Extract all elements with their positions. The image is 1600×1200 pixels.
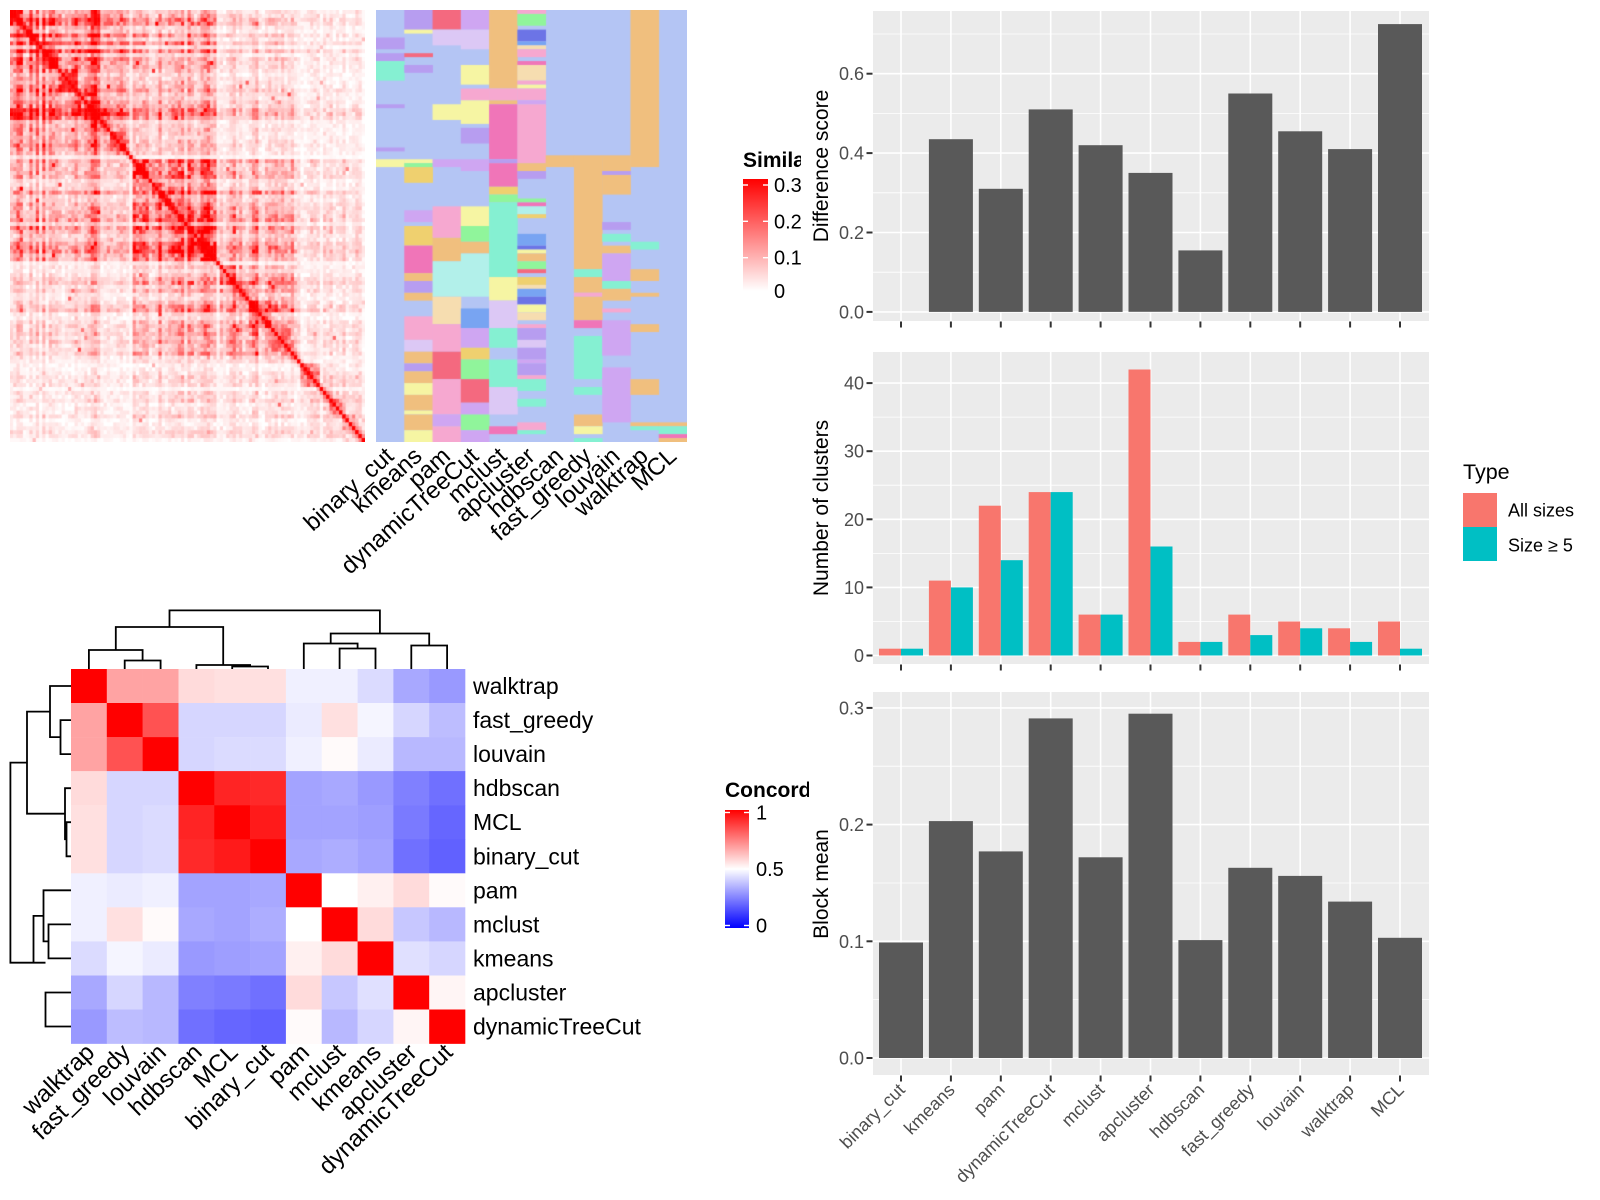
svg-text:10: 10 (844, 578, 864, 598)
svg-text:0.1: 0.1 (774, 248, 802, 270)
svg-text:pam: pam (970, 1080, 1009, 1119)
svg-text:Number of clusters: Number of clusters (810, 420, 833, 596)
svg-text:Similarity: Similarity (743, 149, 838, 172)
svg-text:40: 40 (844, 374, 864, 394)
svg-text:30: 30 (844, 442, 864, 462)
svg-text:0: 0 (854, 646, 864, 666)
svg-text:kmeans: kmeans (473, 945, 554, 971)
svg-text:apcluster: apcluster (473, 980, 567, 1006)
svg-text:hdbscan: hdbscan (473, 775, 560, 801)
svg-text:0.5: 0.5 (756, 859, 784, 881)
svg-text:mclust: mclust (473, 911, 540, 937)
svg-text:Concordance: Concordance (725, 779, 859, 802)
svg-text:0: 0 (756, 916, 767, 938)
svg-text:0.6: 0.6 (839, 64, 864, 84)
svg-text:binary_cut: binary_cut (836, 1080, 910, 1154)
svg-text:MCL: MCL (1367, 1080, 1408, 1121)
svg-text:walktrap: walktrap (1296, 1080, 1358, 1142)
svg-text:Block mean: Block mean (810, 829, 833, 939)
svg-text:0.0: 0.0 (839, 302, 864, 322)
svg-text:fast_greedy: fast_greedy (473, 707, 594, 733)
svg-text:0.0: 0.0 (839, 1049, 864, 1069)
svg-text:Size ≥ 5: Size ≥ 5 (1508, 536, 1573, 556)
svg-text:dynamicTreeCut: dynamicTreeCut (473, 1014, 641, 1040)
svg-text:0.3: 0.3 (839, 698, 864, 718)
svg-text:0: 0 (774, 281, 785, 303)
svg-text:0.3: 0.3 (774, 175, 802, 197)
svg-text:walktrap: walktrap (472, 673, 559, 699)
svg-text:All sizes: All sizes (1508, 501, 1574, 521)
svg-text:0.2: 0.2 (839, 223, 864, 243)
svg-text:binary_cut: binary_cut (473, 843, 580, 869)
svg-text:0.2: 0.2 (839, 815, 864, 835)
svg-text:0.1: 0.1 (839, 932, 864, 952)
svg-text:Difference score: Difference score (810, 90, 833, 243)
svg-text:pam: pam (473, 877, 518, 903)
svg-text:1: 1 (756, 803, 767, 825)
svg-text:MCL: MCL (473, 809, 522, 835)
svg-text:louvain: louvain (473, 741, 546, 767)
svg-text:0.4: 0.4 (839, 144, 864, 164)
svg-text:kmeans: kmeans (900, 1080, 959, 1139)
svg-text:0.2: 0.2 (774, 211, 802, 233)
svg-text:Type: Type (1463, 460, 1510, 484)
svg-text:20: 20 (844, 510, 864, 530)
